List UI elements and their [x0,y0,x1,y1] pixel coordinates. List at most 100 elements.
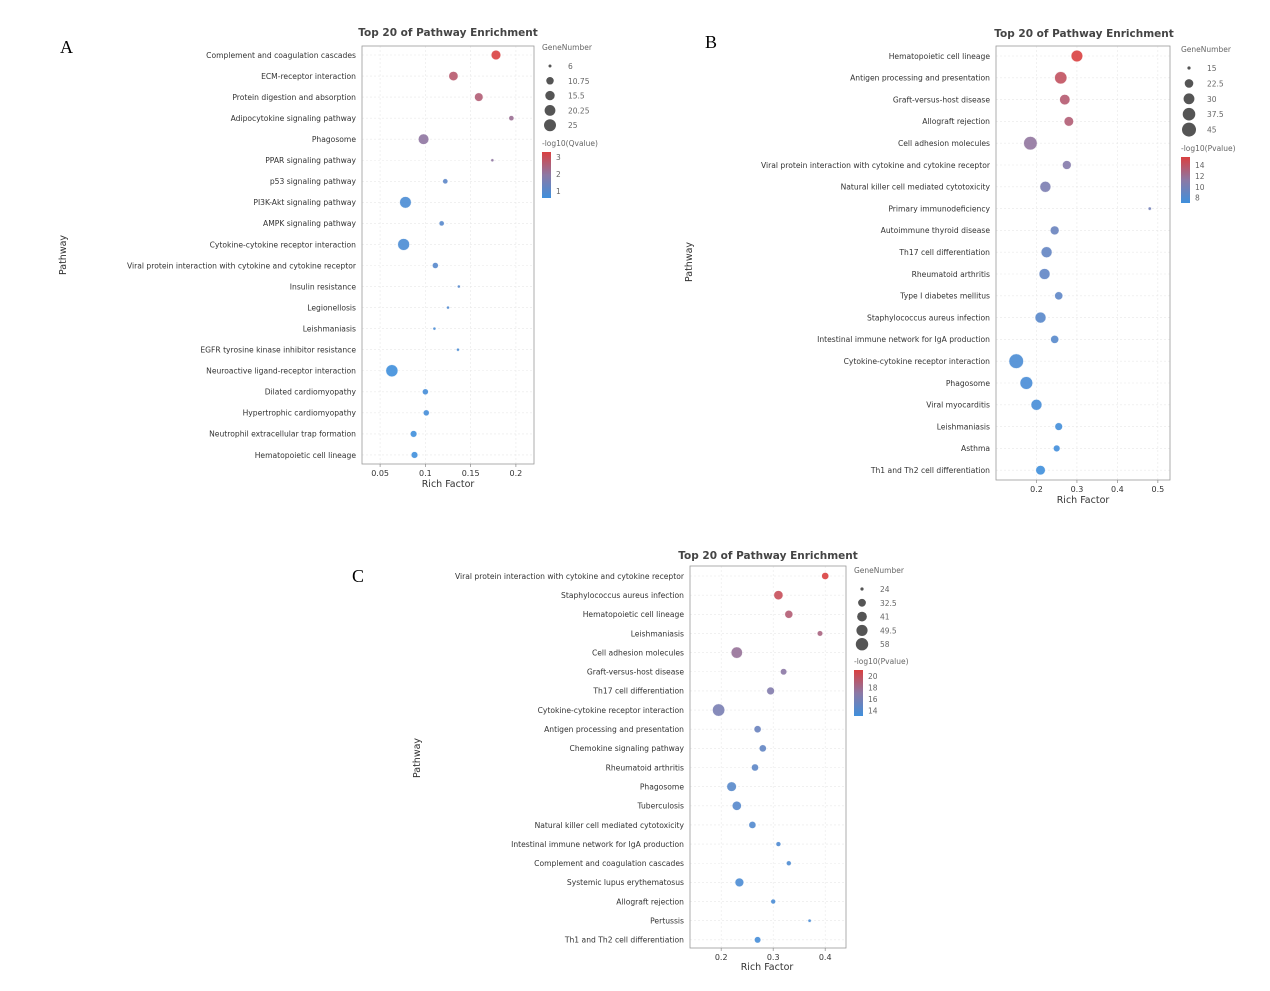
data-point [448,71,459,81]
size-legend-label: 32.5 [880,599,897,608]
pathway-label: Rheumatoid arthritis [912,270,990,279]
data-point [1038,268,1051,280]
data-point [786,860,792,866]
data-point [712,703,725,717]
pathway-label: Phagosome [946,379,991,388]
data-point [1030,399,1043,411]
size-legend-label: 41 [880,613,890,622]
color-legend-label: 3 [556,153,561,162]
plot-frame [689,565,847,949]
chart-title: Top 20 of Pathway Enrichment [994,28,1174,40]
pathway-label: Complement and coagulation cascades [534,859,684,868]
color-legend-label: 8 [1195,194,1200,203]
pathway-label: Cytokine-cytokine receptor interaction [844,357,991,366]
size-legend-dot [1182,107,1196,121]
pathway-label: Cytokine-cytokine receptor interaction [538,706,685,715]
pathway-label: Staphylococcus aureus infection [561,591,684,600]
pathway-label: Leishmaniasis [631,629,684,638]
pathway-label: Viral protein interaction with cytokine … [761,161,991,170]
pathway-label: Chemokine signaling pathway [570,744,685,753]
size-legend-label: 20.25 [568,106,590,115]
pathway-label: Allograft rejection [616,897,684,906]
x-tick-label: 0.2 [510,469,523,478]
chart-title: Top 20 of Pathway Enrichment [678,550,858,562]
data-point [754,936,761,944]
size-legend-dot [548,64,552,68]
data-point [780,668,787,676]
pathway-label: Antigen processing and presentation [850,74,990,83]
pathway-label: Staphylococcus aureus infection [867,313,990,322]
data-point [1054,291,1063,301]
color-legend-label: 12 [1195,172,1205,181]
data-point [1023,136,1038,151]
size-legend-dot [1182,122,1196,137]
panel-label: A [60,37,73,57]
size-legend-label: 10.75 [568,77,590,86]
size-legend-dot [858,598,866,607]
color-legend-title: -log10(Pvalue) [854,657,909,666]
pathway-label: Cell adhesion molecules [898,139,990,148]
pathway-label: Asthma [961,444,990,453]
size-legend-dot [544,105,556,116]
color-legend-bar [1181,157,1190,203]
data-point [748,821,757,829]
x-axis-title: Rich Factor [741,962,794,973]
data-point [432,262,439,269]
pathway-label: Adipocytokine signaling pathway [231,114,357,123]
size-legend-label: 15.5 [568,92,585,101]
y-axis-title: Pathway [684,242,695,282]
data-point [730,646,743,659]
x-tick-label: 0.15 [462,469,480,478]
size-legend-dot [860,587,864,591]
color-legend-bar [542,152,551,198]
pathway-label: Graft-versus-host disease [893,95,990,104]
pathway-label: Hematopoietic cell lineage [889,52,991,61]
size-legend-dot [545,90,555,101]
data-point [385,364,399,377]
x-tick-label: 0.4 [1111,485,1124,494]
pathway-label: Insulin resistance [290,282,357,291]
pathway-label: Autoimmune thyroid disease [881,226,991,235]
data-point [446,305,450,310]
pathway-label: Protein digestion and absorption [232,93,356,102]
data-point [1040,246,1053,258]
data-point [751,763,759,772]
size-legend-label: 22.5 [1207,79,1224,88]
data-point [1008,353,1024,369]
pathway-label: Graft-versus-host disease [587,668,684,677]
pathway-label: Natural killer cell mediated cytotoxicit… [841,183,991,192]
data-point [770,898,776,905]
data-point [457,284,461,289]
pathway-label: Cytokine-cytokine receptor interaction [210,240,357,249]
size-legend-label: 30 [1207,95,1217,104]
x-tick-label: 0.5 [1151,485,1164,494]
data-point [821,572,829,580]
chart-panel-b: B Top 20 of Pathway Enrichment Hematopoiet… [684,28,1236,506]
data-point [423,409,430,417]
pathway-label: Phagosome [312,135,357,144]
size-legend-dot [1184,79,1194,88]
pathway-label: Viral protein interaction with cytokine … [455,572,685,581]
panel-label: B [705,32,717,52]
data-point [1054,422,1063,431]
size-legend-title: GeneNumber [1181,45,1232,54]
plot-frame [361,45,535,465]
pathway-label: Neuroactive ligand-receptor interaction [206,367,356,376]
data-point [418,133,429,145]
chart-panel-c: C Top 20 of Pathway Enrichment Viral prote… [352,550,909,973]
pathway-label: Th1 and Th2 cell differentiation [870,466,990,475]
pathway-label: Leishmaniasis [937,422,990,431]
data-point [766,686,775,695]
pathway-label: Th1 and Th2 cell differentiation [564,936,684,945]
data-point [442,178,449,185]
data-point [438,220,445,227]
color-legend-label: 14 [868,706,878,715]
data-point [474,92,484,102]
size-legend-title: GeneNumber [542,43,593,52]
pathway-label: Type I diabetes mellitus [899,292,990,301]
data-point [1059,94,1071,105]
color-legend-label: 18 [868,683,878,692]
pathway-label: Natural killer cell mediated cytotoxicit… [535,821,685,830]
pathway-label: Viral protein interaction with cytokine … [127,261,357,270]
data-point [726,781,737,792]
